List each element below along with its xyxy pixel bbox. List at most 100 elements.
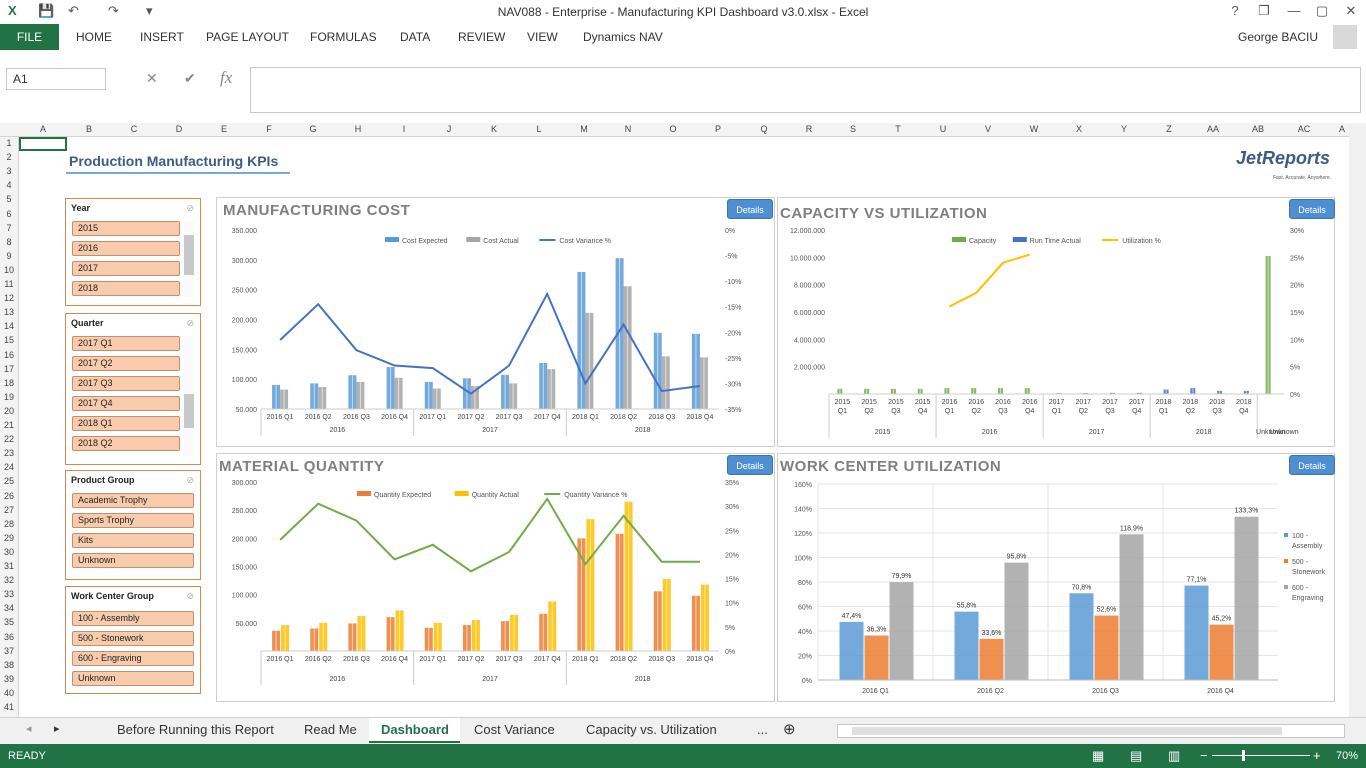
tab-review[interactable]: REVIEW <box>458 30 506 44</box>
column-header[interactable]: B <box>85 124 92 134</box>
chart-capacity-vs-utilization[interactable]: CAPACITY VS UTILIZATION Details 12.000.0… <box>777 197 1335 447</box>
column-header[interactable]: AC <box>1297 124 1311 134</box>
column-header[interactable]: T <box>895 124 901 134</box>
row-header[interactable]: 41 <box>3 702 14 712</box>
slicer-item[interactable]: Unknown <box>72 553 194 568</box>
column-header[interactable]: A <box>1338 124 1345 134</box>
tab-page-layout[interactable]: PAGE LAYOUT <box>206 30 289 44</box>
tab-data[interactable]: DATA <box>400 30 431 44</box>
row-header[interactable]: 21 <box>3 420 14 430</box>
slicer-item[interactable]: 2018 <box>72 281 180 296</box>
column-header[interactable]: A <box>39 124 46 134</box>
row-header[interactable]: 35 <box>3 617 14 628</box>
slicer-item[interactable]: 600 - Engraving <box>72 651 194 666</box>
clear-filter-icon[interactable]: ⊘ <box>186 591 194 601</box>
row-header[interactable]: 34 <box>3 603 14 614</box>
details-button[interactable]: Details <box>727 455 773 475</box>
row-header[interactable]: 17 <box>3 363 14 374</box>
row-header[interactable]: 28 <box>3 518 14 529</box>
slicer-item[interactable]: 2018 Q1 <box>72 416 180 431</box>
column-header[interactable]: AB <box>1251 124 1264 134</box>
tab-formulas[interactable]: FORMULAS <box>310 30 377 44</box>
sheet-tab[interactable]: Cost Variance <box>474 722 555 737</box>
vertical-scrollbar[interactable] <box>1349 125 1366 717</box>
slicer-item[interactable]: 2017 Q2 <box>72 356 180 371</box>
sheet-tab[interactable]: Capacity vs. Utilization <box>586 722 717 737</box>
column-header[interactable]: S <box>849 124 856 134</box>
enter-icon[interactable]: ✔ <box>184 70 196 86</box>
slicer-scrollbar[interactable] <box>184 336 194 456</box>
clear-filter-icon[interactable]: ⊘ <box>186 318 194 328</box>
column-header[interactable]: C <box>130 124 138 134</box>
slicer-item[interactable]: 100 - Assembly <box>72 611 194 626</box>
tab-file[interactable]: FILE <box>0 24 59 50</box>
row-header[interactable]: 25 <box>3 476 14 487</box>
row-header[interactable]: 26 <box>3 490 14 501</box>
clear-filter-icon[interactable]: ⊘ <box>186 475 194 485</box>
zoom-level[interactable]: 70% <box>1336 750 1359 762</box>
scroll-tabs-left-icon[interactable]: ◂ <box>26 723 32 735</box>
active-cell[interactable] <box>19 137 67 151</box>
column-header[interactable]: H <box>354 124 362 134</box>
row-header[interactable]: 12 <box>3 293 14 304</box>
undo-icon[interactable]: ↶ <box>68 3 79 18</box>
column-header[interactable]: D <box>175 124 183 134</box>
row-header[interactable]: 4 <box>6 180 12 191</box>
column-header[interactable]: G <box>309 124 317 134</box>
tab-dynamics-nav[interactable]: Dynamics NAV <box>583 30 663 44</box>
tab-view[interactable]: VIEW <box>527 30 558 44</box>
details-button[interactable]: Details <box>727 199 773 219</box>
row-header[interactable]: 33 <box>3 589 14 600</box>
row-header[interactable]: 23 <box>3 448 14 459</box>
chart-manufacturing-cost[interactable]: MANUFACTURING COST Details 350.000 300.00… <box>216 197 775 447</box>
row-header[interactable]: 11 <box>4 279 14 289</box>
row-header[interactable]: 24 <box>3 462 14 473</box>
row-header[interactable]: 31 <box>3 561 14 571</box>
chart-material-quantity[interactable]: MATERIAL QUANTITY Details 300.000 250.000… <box>216 453 775 702</box>
new-sheet-icon[interactable]: ⊕ <box>783 721 796 738</box>
row-header[interactable]: 37 <box>3 645 14 656</box>
column-header[interactable]: E <box>220 124 227 134</box>
horizontal-scrollbar[interactable] <box>837 724 1345 738</box>
row-header[interactable]: 5 <box>6 194 12 205</box>
column-header[interactable]: R <box>805 124 813 134</box>
clear-filter-icon[interactable]: ⊘ <box>186 203 194 213</box>
slicer-item[interactable]: Sports Trophy <box>72 513 194 528</box>
redo-icon[interactable]: ↷ <box>108 3 119 18</box>
row-header[interactable]: 22 <box>3 434 14 445</box>
column-header[interactable]: Q <box>760 124 768 134</box>
fx-icon[interactable]: fx <box>220 68 233 87</box>
slicer-item[interactable]: 2018 Q2 <box>72 436 180 451</box>
slicer-item[interactable]: 2017 Q3 <box>72 376 180 391</box>
page-layout-view-icon[interactable]: ▤ <box>1130 748 1143 763</box>
slicer-item[interactable]: 2017 <box>72 261 180 276</box>
slicer-item[interactable]: 2017 Q1 <box>72 336 180 351</box>
column-header[interactable]: AA <box>1206 124 1219 134</box>
row-header[interactable]: 7 <box>6 222 12 233</box>
ribbon-display-icon[interactable]: ❐ <box>1258 3 1270 18</box>
row-header[interactable]: 9 <box>6 250 12 261</box>
row-header[interactable]: 3 <box>6 166 12 177</box>
slicer-item[interactable]: 2016 <box>72 241 180 256</box>
sheet-tab[interactable]: Read Me <box>304 722 357 737</box>
scroll-tabs-right-icon[interactable]: ▸ <box>54 723 60 735</box>
page-break-view-icon[interactable]: ▥ <box>1168 748 1181 763</box>
row-header[interactable]: 27 <box>3 504 14 515</box>
sheet-tab-active[interactable]: Dashboard <box>381 722 449 737</box>
zoom-out-button[interactable]: − <box>1200 748 1208 763</box>
slicer-item[interactable]: 2017 Q4 <box>72 396 180 411</box>
column-header[interactable]: Y <box>1120 124 1127 134</box>
slicer-item[interactable]: Unknown <box>72 671 194 686</box>
user-name[interactable]: George BACIU <box>1238 30 1319 44</box>
row-header[interactable]: 1 <box>6 138 12 148</box>
slicer-item[interactable]: Academic Trophy <box>72 493 194 508</box>
sheet-tab[interactable]: Before Running this Report <box>117 722 274 737</box>
row-header[interactable]: 10 <box>3 264 14 275</box>
column-header[interactable]: U <box>939 124 947 134</box>
more-tabs-button[interactable]: ... <box>757 722 768 737</box>
column-header[interactable]: J <box>446 124 452 134</box>
avatar[interactable] <box>1333 25 1357 49</box>
slicer-item[interactable]: Kits <box>72 533 194 548</box>
column-header[interactable]: N <box>624 124 632 134</box>
row-header[interactable]: 32 <box>3 575 14 586</box>
